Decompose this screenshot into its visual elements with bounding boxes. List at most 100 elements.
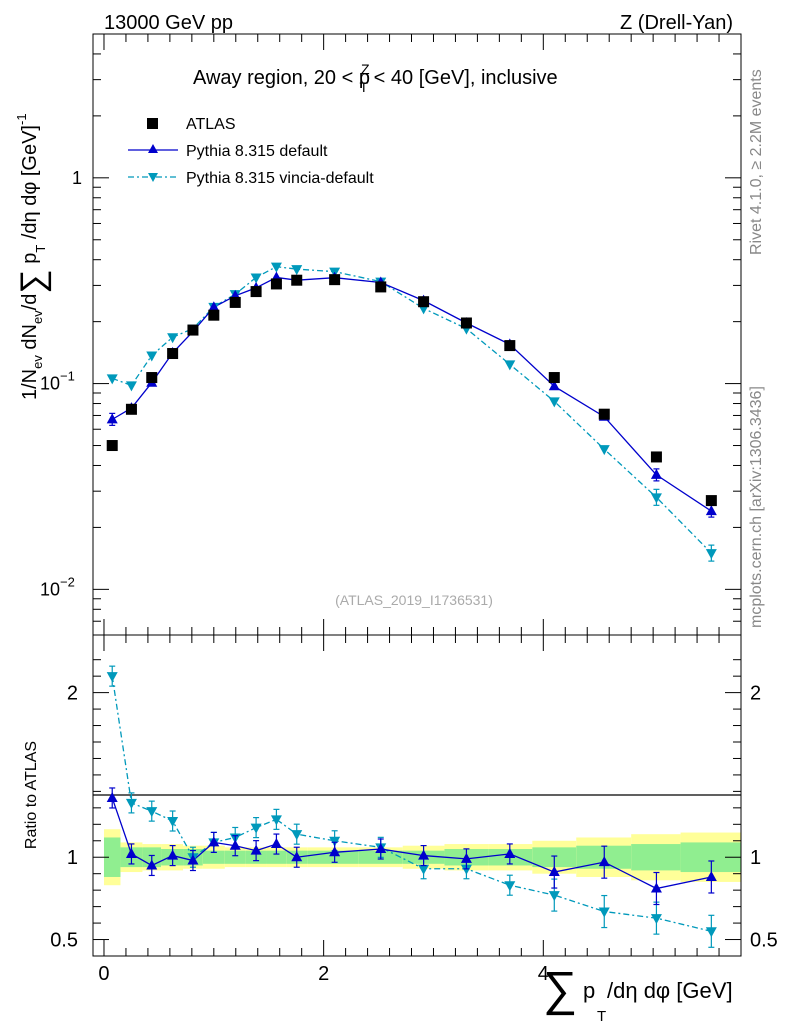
- atlas-point: [270, 278, 282, 290]
- vincia-point: [167, 333, 179, 344]
- band-inner: [103, 837, 121, 877]
- vincia-point: [106, 374, 118, 385]
- y-tick-label: 10−2: [40, 574, 75, 599]
- ratio-vincia-point: [598, 907, 610, 918]
- ratio-default-point: [146, 859, 158, 870]
- x-tick-label: 4: [538, 963, 549, 985]
- ratio-y-axis-label: Ratio to ATLAS: [23, 741, 40, 849]
- svg-text:p: p: [583, 978, 595, 1003]
- ratio-vincia-point: [705, 927, 717, 938]
- vincia-point: [504, 360, 516, 371]
- ratio-default-point: [460, 852, 472, 863]
- ratio-default-point: [705, 870, 717, 881]
- ratio-y-tick-label: 0.5: [50, 930, 78, 952]
- atlas-point: [460, 317, 472, 329]
- vincia-line: [111, 266, 712, 554]
- ratio-default-point: [125, 847, 137, 858]
- plot-title: Away region, 20 < pZ T < 40 [GeV], inclus…: [193, 61, 558, 95]
- legend: ATLAS Pythia 8.315 default Pythia 8.315 …: [128, 116, 374, 187]
- ratio-default-point: [250, 844, 262, 855]
- svg-text:∑: ∑: [543, 963, 577, 1016]
- ratio-y-tick-label: 2: [67, 683, 78, 705]
- vincia-point: [705, 549, 717, 560]
- vincia-point: [250, 273, 262, 284]
- atlas-point: [504, 340, 516, 352]
- vincia-point: [650, 493, 662, 504]
- ratio-default-point: [229, 839, 241, 850]
- y-tick-label: 10−1: [40, 369, 75, 394]
- atlas-point: [329, 274, 341, 286]
- mcplots-label: mcplots.cern.ch [arXiv:1306.3436]: [748, 386, 765, 628]
- atlas-point: [548, 372, 560, 384]
- main-y-axis-label: 1/Nev dNev/d∑ pT /dη dφ [GeV]-1: [14, 113, 52, 400]
- header-right: Z (Drell-Yan): [620, 12, 733, 34]
- ratio-vincia-point: [250, 823, 262, 834]
- atlas-point: [167, 348, 179, 360]
- band-inner: [266, 850, 287, 864]
- atlas-point: [375, 281, 387, 293]
- atlas-point: [146, 372, 158, 384]
- legend-atlas-label: ATLAS: [186, 116, 236, 133]
- analysis-watermark: (ATLAS_2019_I1736531): [335, 592, 493, 608]
- atlas-point: [705, 495, 717, 507]
- ratio-vincia-point: [291, 830, 303, 841]
- ratio-default-point: [418, 849, 430, 860]
- atlas-point: [598, 408, 610, 420]
- ratio-default-point: [167, 849, 179, 860]
- default-point: [705, 505, 717, 516]
- svg-text:1/Nev dNev/d∑ pT /dη dφ [GeV]: 1/Nev dNev/d∑ pT /dη dφ [GeV]-1: [14, 113, 52, 400]
- default-point: [548, 380, 560, 391]
- legend-vincia-marker: [148, 173, 158, 182]
- ratio-vincia-point: [125, 798, 137, 809]
- svg-text:T: T: [597, 1008, 606, 1024]
- atlas-point: [650, 451, 662, 463]
- legend-default-label: Pythia 8.315 default: [186, 143, 328, 160]
- atlas-point: [250, 286, 262, 298]
- x-tick-label: 2: [318, 963, 329, 985]
- legend-vincia-label: Pythia 8.315 vincia-default: [186, 170, 374, 187]
- band-inner: [202, 850, 225, 864]
- ratio-default-point: [208, 836, 220, 847]
- ratio-default-point: [650, 882, 662, 893]
- atlas-point: [208, 309, 220, 321]
- atlas-point: [291, 274, 303, 286]
- ratio-default-point: [270, 838, 282, 849]
- ratio-y-tick-label-right: 2: [750, 683, 761, 705]
- default-point: [208, 301, 220, 312]
- legend-default-marker: [148, 144, 158, 153]
- ratio-default-point: [548, 866, 560, 877]
- ratio-vincia-point: [504, 881, 516, 892]
- band-inner: [224, 850, 246, 864]
- default-line: [111, 276, 712, 512]
- vincia-point: [270, 262, 282, 273]
- ratio-y-tick-label: 1: [67, 847, 78, 869]
- ratio-vincia-point: [146, 807, 158, 818]
- ratio-vincia-point: [548, 891, 560, 902]
- rivet-label: Rivet 4.1.0, ≥ 2.2M events: [748, 69, 765, 255]
- default-point: [650, 468, 662, 479]
- x-tick-label: 0: [98, 963, 109, 985]
- ratio-vincia-point: [270, 815, 282, 826]
- vincia-point: [125, 381, 137, 392]
- atlas-point: [125, 403, 137, 415]
- ratio-default-point: [504, 847, 516, 858]
- ratio-vincia-line: [111, 676, 712, 932]
- svg-text:/dη dφ [GeV]: /dη dφ [GeV]: [607, 978, 733, 1003]
- header-left: 13000 GeV pp: [104, 12, 233, 34]
- ratio-default-point: [187, 854, 199, 865]
- atlas-point: [418, 296, 430, 308]
- vincia-point: [291, 265, 303, 276]
- legend-atlas-marker: [147, 118, 158, 129]
- atlas-point: [229, 296, 241, 308]
- ratio-vincia-point: [167, 817, 179, 828]
- ratio-vincia-point: [460, 864, 472, 875]
- x-axis-label: ∑ p T /dη dφ [GeV]: [543, 963, 733, 1024]
- ratio-y-tick-label-right: 0.5: [750, 930, 778, 952]
- ratio-vincia-point: [650, 914, 662, 925]
- y-tick-label: 1: [72, 168, 82, 188]
- ratio-default-point: [329, 846, 341, 857]
- ratio-default-point: [598, 856, 610, 867]
- default-point: [106, 413, 118, 424]
- ratio-default-point: [106, 791, 118, 802]
- band-inner: [631, 844, 681, 871]
